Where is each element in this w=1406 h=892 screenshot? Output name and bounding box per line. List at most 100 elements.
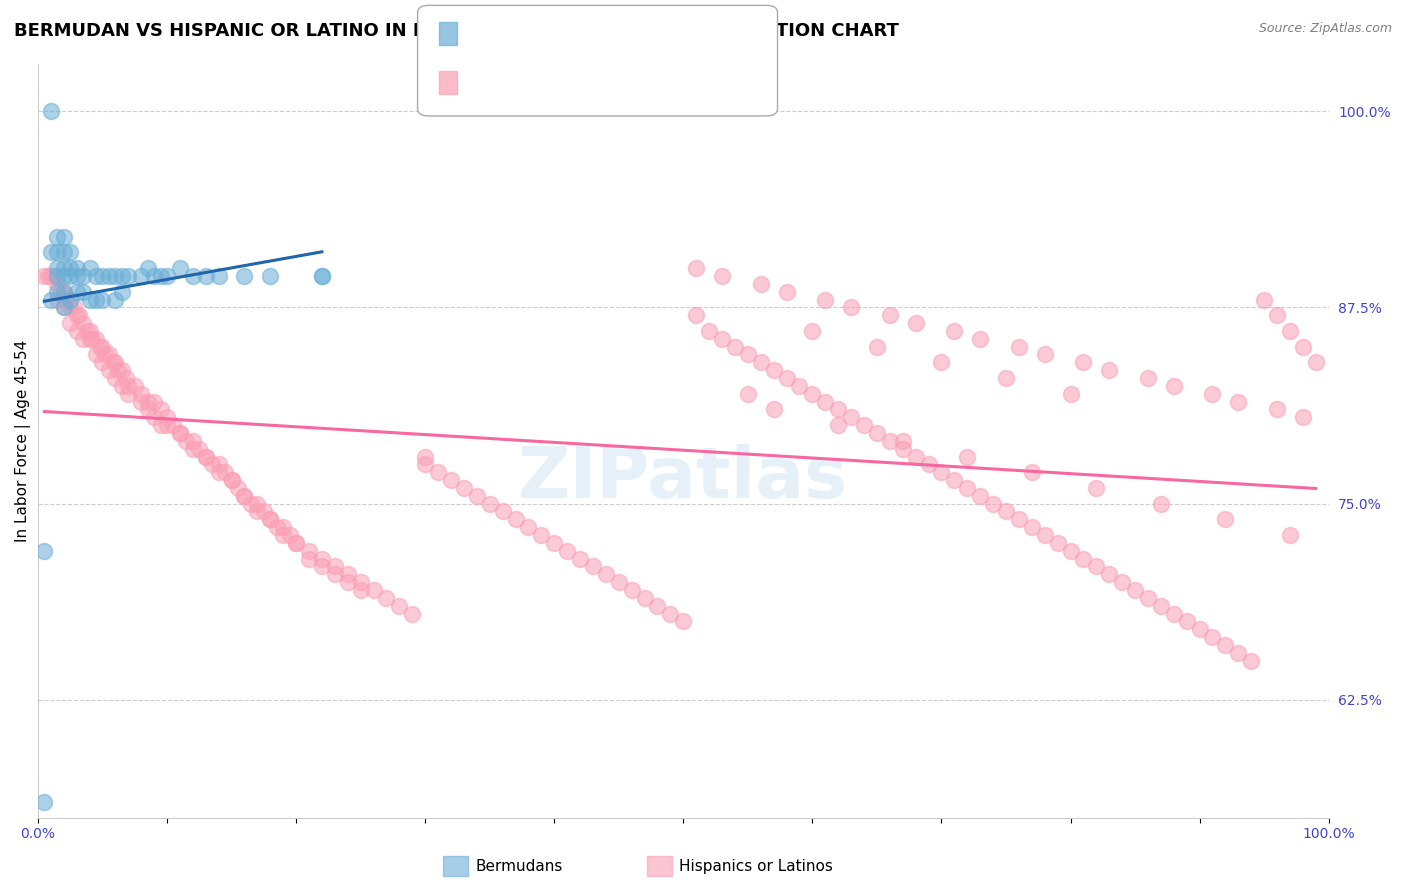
Point: [440, 473, 463, 487]
Point: [465, 489, 488, 503]
Point: [79, 261, 101, 276]
Point: [1021, 520, 1043, 534]
Point: [59, 293, 82, 307]
Point: [1278, 528, 1301, 542]
Point: [762, 363, 785, 377]
Point: [1150, 497, 1173, 511]
Point: [737, 386, 759, 401]
Point: [505, 512, 527, 526]
Point: [1059, 386, 1081, 401]
Point: [239, 497, 262, 511]
Point: [413, 458, 436, 472]
Point: [52, 285, 75, 299]
Point: [52, 261, 75, 276]
Point: [46, 293, 69, 307]
Point: [149, 268, 172, 283]
Point: [34, 268, 56, 283]
Text: BERMUDAN VS HISPANIC OR LATINO IN LABOR FORCE | AGE 45-54 CORRELATION CHART: BERMUDAN VS HISPANIC OR LATINO IN LABOR …: [14, 22, 898, 40]
Point: [827, 402, 849, 417]
Point: [39, 245, 62, 260]
Point: [129, 394, 152, 409]
Point: [685, 261, 707, 276]
Point: [104, 293, 127, 307]
Point: [46, 285, 69, 299]
Point: [311, 268, 333, 283]
Point: [749, 277, 772, 291]
Point: [143, 394, 166, 409]
Point: [1111, 575, 1133, 590]
Point: [311, 559, 333, 574]
Point: [737, 347, 759, 361]
Point: [91, 355, 114, 369]
Point: [208, 268, 231, 283]
Point: [208, 458, 231, 472]
Point: [117, 268, 139, 283]
Point: [63, 301, 86, 315]
Point: [214, 465, 236, 479]
Point: [801, 324, 824, 338]
Point: [46, 245, 69, 260]
Point: [775, 371, 797, 385]
Point: [904, 450, 927, 464]
Point: [104, 355, 127, 369]
Point: [278, 528, 301, 542]
Point: [201, 458, 224, 472]
Point: [37, 268, 59, 283]
Text: Bermudans: Bermudans: [475, 859, 562, 873]
Point: [129, 386, 152, 401]
Point: [866, 340, 889, 354]
Point: [1227, 394, 1250, 409]
Point: [72, 332, 94, 346]
Point: [659, 607, 682, 621]
Point: [194, 450, 217, 464]
Point: [879, 434, 901, 448]
Point: [685, 308, 707, 322]
Point: [1073, 355, 1095, 369]
Point: [1215, 638, 1237, 652]
Point: [1215, 512, 1237, 526]
Point: [724, 340, 747, 354]
Point: [143, 268, 166, 283]
Point: [1098, 567, 1121, 582]
Text: N =: N =: [574, 26, 603, 40]
Point: [866, 425, 889, 440]
Point: [543, 536, 565, 550]
Point: [111, 285, 134, 299]
Point: [84, 347, 107, 361]
Point: [39, 268, 62, 283]
Point: [143, 410, 166, 425]
Text: ZIPatlas: ZIPatlas: [519, 444, 848, 513]
Point: [633, 591, 655, 605]
Point: [51, 285, 73, 299]
Point: [814, 293, 837, 307]
Text: N =: N =: [574, 75, 603, 89]
Point: [39, 293, 62, 307]
Point: [233, 489, 256, 503]
Point: [1033, 528, 1056, 542]
Point: [59, 261, 82, 276]
Point: [917, 458, 939, 472]
Point: [1123, 582, 1146, 597]
Point: [349, 575, 371, 590]
Point: [879, 308, 901, 322]
Point: [169, 425, 191, 440]
Point: [530, 528, 553, 542]
Point: [66, 308, 89, 322]
Point: [55, 293, 77, 307]
Point: [1163, 607, 1185, 621]
Point: [582, 559, 605, 574]
Point: [72, 316, 94, 330]
Point: [943, 324, 966, 338]
Point: [1008, 340, 1031, 354]
Text: R =: R =: [464, 26, 492, 40]
Point: [994, 504, 1017, 518]
Point: [149, 402, 172, 417]
Point: [336, 575, 359, 590]
Point: [111, 379, 134, 393]
Point: [253, 504, 276, 518]
Point: [129, 268, 152, 283]
Point: [1265, 308, 1288, 322]
Point: [1292, 340, 1315, 354]
Point: [853, 418, 876, 433]
Point: [66, 268, 89, 283]
